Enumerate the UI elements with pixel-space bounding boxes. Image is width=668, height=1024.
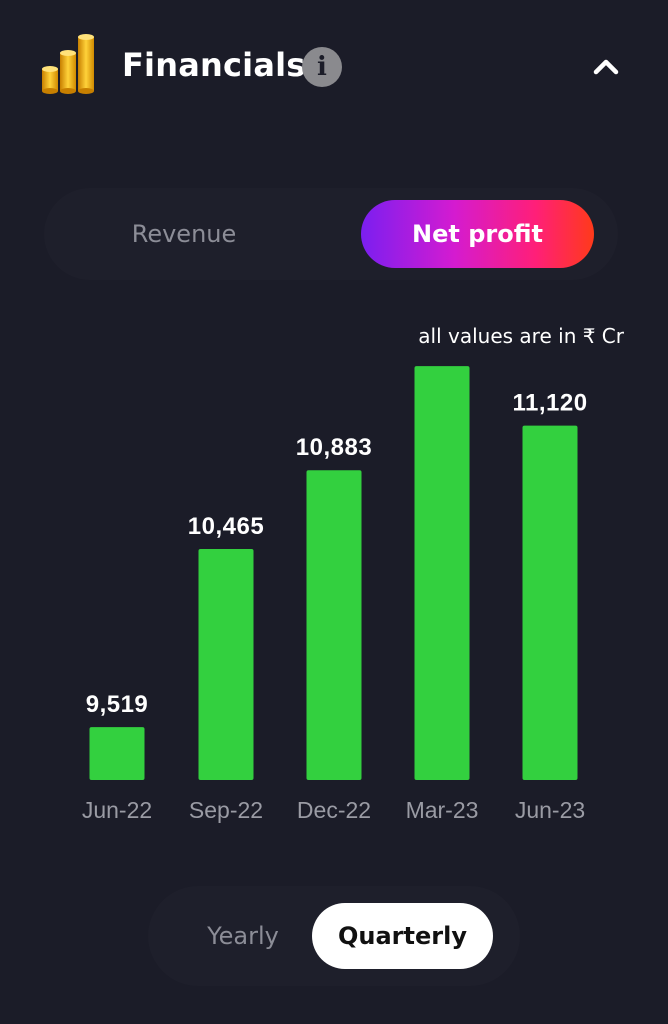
bar-value-label: 10,465 xyxy=(188,513,264,540)
yearly-tab[interactable]: Yearly xyxy=(207,922,279,950)
bar-jun-22 xyxy=(89,727,145,780)
financials-header: Financials i xyxy=(0,0,668,140)
x-tick-label: Dec-22 xyxy=(297,797,371,823)
bar-jun-23 xyxy=(522,425,578,780)
bar-value-label: 10,883 xyxy=(296,434,372,461)
bar-mar-23 xyxy=(414,366,470,780)
x-tick-label: Mar-23 xyxy=(406,797,479,823)
bar-dec-22 xyxy=(306,470,362,780)
period-toggle: Yearly Quarterly xyxy=(148,886,520,986)
net-profit-bar-chart: 9,519Jun-2210,465Sep-2210,883Dec-2211,43… xyxy=(82,366,587,823)
net-profit-tab[interactable]: Net profit xyxy=(361,200,594,268)
gold-coins-icon xyxy=(42,34,94,94)
x-tick-label: Jun-23 xyxy=(515,797,585,823)
bar-value-label: 9,519 xyxy=(86,691,149,718)
section-title: Financials xyxy=(122,46,306,84)
x-tick-label: Jun-22 xyxy=(82,797,152,823)
bar-value-label: 11,120 xyxy=(512,390,587,417)
units-note: all values are in ₹ Cr xyxy=(418,324,624,348)
bar-sep-22 xyxy=(198,548,254,780)
x-tick-label: Sep-22 xyxy=(189,797,263,823)
quarterly-tab[interactable]: Quarterly xyxy=(312,903,493,969)
chevron-up-icon[interactable] xyxy=(592,56,620,76)
info-icon[interactable]: i xyxy=(302,47,342,87)
metric-toggle: Revenue Net profit xyxy=(44,188,618,280)
revenue-tab[interactable]: Revenue xyxy=(131,220,237,248)
